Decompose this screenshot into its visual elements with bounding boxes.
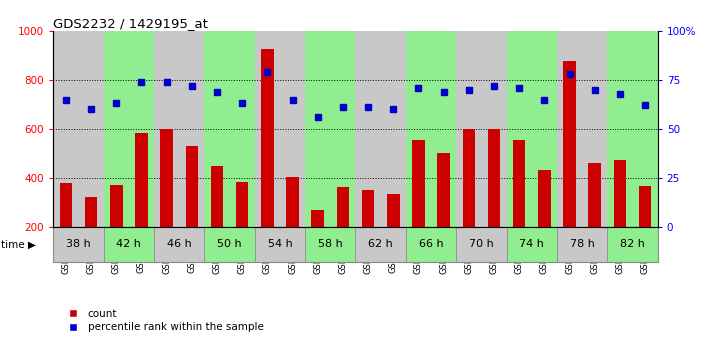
Bar <box>85 197 97 227</box>
Text: 38 h: 38 h <box>66 239 91 249</box>
Bar <box>186 146 198 227</box>
Bar <box>129 31 154 227</box>
Bar <box>205 31 230 227</box>
Text: 50 h: 50 h <box>218 239 242 249</box>
Text: 74 h: 74 h <box>519 239 544 249</box>
Text: time ▶: time ▶ <box>1 239 36 249</box>
Bar <box>380 31 406 227</box>
Text: 58 h: 58 h <box>318 239 343 249</box>
Bar <box>236 182 248 227</box>
Bar <box>638 186 651 227</box>
Bar <box>135 132 148 227</box>
Bar <box>387 194 400 227</box>
Bar <box>356 31 380 227</box>
Bar <box>557 227 607 262</box>
Bar <box>456 227 506 262</box>
Bar <box>280 31 305 227</box>
Bar <box>589 162 601 227</box>
Bar <box>104 227 154 262</box>
Bar <box>53 31 78 227</box>
Text: 78 h: 78 h <box>570 239 594 249</box>
Bar <box>336 187 349 227</box>
Bar <box>633 31 658 227</box>
Bar <box>78 31 104 227</box>
Bar <box>104 31 129 227</box>
Bar <box>488 129 501 227</box>
Bar <box>607 227 658 262</box>
Bar <box>582 31 607 227</box>
Bar <box>431 31 456 227</box>
Bar <box>463 129 475 227</box>
Bar <box>607 31 633 227</box>
Bar <box>305 227 356 262</box>
Text: 82 h: 82 h <box>620 239 645 249</box>
Bar <box>406 31 431 227</box>
Bar <box>154 31 179 227</box>
Bar <box>261 49 274 227</box>
Bar <box>532 31 557 227</box>
Text: 42 h: 42 h <box>117 239 141 249</box>
Bar <box>481 31 506 227</box>
Bar <box>563 61 576 227</box>
Bar <box>205 227 255 262</box>
Legend: count, percentile rank within the sample: count, percentile rank within the sample <box>58 305 268 336</box>
Bar <box>230 31 255 227</box>
Bar <box>406 227 456 262</box>
Bar <box>305 31 331 227</box>
Text: 62 h: 62 h <box>368 239 393 249</box>
Bar <box>179 31 205 227</box>
Bar <box>60 183 73 227</box>
Bar <box>110 185 122 227</box>
Bar <box>356 227 406 262</box>
Bar <box>154 227 205 262</box>
Bar <box>287 177 299 227</box>
Bar <box>513 140 525 227</box>
Text: 54 h: 54 h <box>267 239 292 249</box>
Bar <box>255 227 305 262</box>
Text: 66 h: 66 h <box>419 239 444 249</box>
Bar <box>456 31 481 227</box>
Bar <box>311 209 324 227</box>
Text: 70 h: 70 h <box>469 239 493 249</box>
Bar <box>437 153 450 227</box>
Bar <box>161 129 173 227</box>
Bar <box>557 31 582 227</box>
Bar <box>53 227 104 262</box>
Bar <box>506 31 532 227</box>
Bar <box>362 190 375 227</box>
Bar <box>538 170 550 227</box>
Bar <box>255 31 280 227</box>
Bar <box>506 227 557 262</box>
Bar <box>331 31 356 227</box>
Text: 46 h: 46 h <box>167 239 191 249</box>
Bar <box>412 140 424 227</box>
Text: GDS2232 / 1429195_at: GDS2232 / 1429195_at <box>53 17 208 30</box>
Bar <box>614 160 626 227</box>
Bar <box>210 166 223 227</box>
